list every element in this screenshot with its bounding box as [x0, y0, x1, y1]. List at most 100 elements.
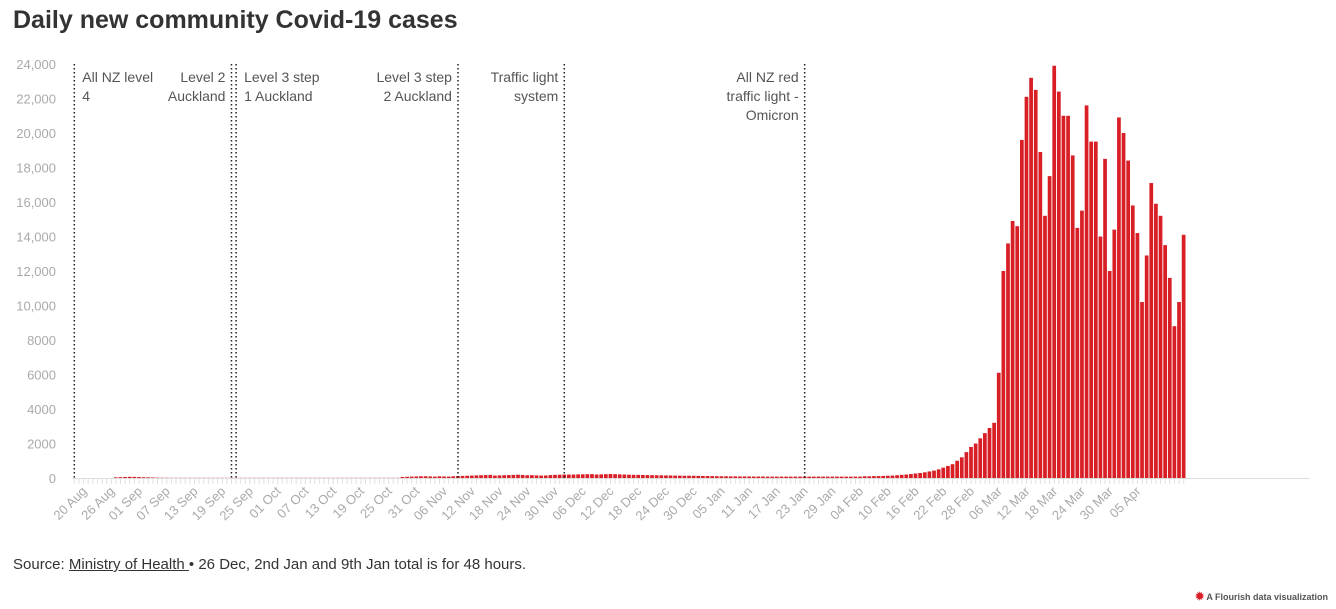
bar — [714, 476, 719, 478]
chart-title: Daily new community Covid-19 cases — [13, 6, 458, 34]
bar — [576, 474, 580, 478]
y-tick-label: 12,000 — [16, 264, 56, 279]
bar — [1024, 96, 1029, 479]
bar — [599, 474, 604, 478]
x-tick-label: 05 Apr — [1106, 483, 1144, 521]
bar — [682, 475, 687, 478]
bar — [1117, 117, 1121, 478]
event-label: Level 2 — [180, 69, 225, 85]
bar — [659, 475, 664, 478]
bar — [654, 475, 659, 478]
bar — [691, 475, 696, 478]
bar — [941, 467, 946, 478]
bar — [1130, 205, 1135, 478]
y-tick-label: 4000 — [27, 402, 56, 417]
bar — [571, 474, 576, 478]
bar — [913, 473, 918, 478]
bar — [862, 476, 867, 478]
y-tick-label: 0 — [49, 471, 56, 486]
bar — [738, 476, 742, 478]
event-label: system — [514, 88, 558, 104]
bar — [775, 476, 779, 478]
bar — [747, 476, 751, 478]
bar — [835, 476, 839, 478]
bar — [1052, 65, 1057, 478]
bar — [483, 475, 488, 478]
bar — [585, 474, 590, 478]
bar-chart: 0 2000 4000 6000 8000 10,000 12,000 14,000 16,00… — [16, 57, 1310, 523]
bar — [807, 476, 812, 478]
credit-label: A Flourish data visualization — [1206, 592, 1328, 602]
bar — [872, 476, 876, 478]
bar — [765, 476, 770, 478]
bar — [534, 475, 539, 478]
bar — [761, 476, 765, 478]
bar — [770, 476, 775, 478]
bar — [1135, 233, 1140, 478]
bar — [1006, 243, 1010, 478]
y-tick-label: 2000 — [27, 437, 56, 452]
bar — [1066, 115, 1070, 478]
bar — [955, 460, 960, 478]
bar — [123, 476, 127, 478]
y-tick-label: 16,000 — [16, 195, 56, 210]
bar — [1010, 220, 1015, 478]
event-label: 2 Auckland — [383, 88, 452, 104]
bar — [636, 474, 641, 478]
y-tick-label: 18,000 — [16, 161, 56, 176]
bar — [548, 475, 553, 478]
bar — [830, 476, 835, 478]
bar — [428, 476, 433, 478]
bar — [936, 469, 941, 478]
bar — [1075, 227, 1080, 478]
bar — [141, 477, 146, 478]
bar — [788, 476, 793, 478]
bar — [530, 475, 534, 478]
bar — [996, 372, 1001, 478]
bar — [1098, 236, 1103, 478]
bar — [511, 474, 516, 478]
bar — [978, 438, 983, 478]
bar — [1015, 226, 1020, 478]
bar — [1172, 326, 1177, 478]
y-tick-label: 20,000 — [16, 126, 56, 141]
bar — [664, 475, 668, 478]
y-tick-label: 8000 — [27, 333, 56, 348]
bar — [811, 476, 816, 478]
bar — [895, 475, 899, 478]
bar — [876, 476, 881, 478]
bar — [516, 474, 520, 478]
bar — [1154, 203, 1158, 478]
bar — [881, 475, 886, 478]
y-tick-label: 22,000 — [16, 92, 56, 107]
y-tick-label: 10,000 — [16, 299, 56, 314]
bar — [645, 475, 650, 478]
bar — [733, 476, 738, 478]
bar — [479, 475, 483, 478]
bar — [779, 476, 784, 478]
y-tick-label: 14,000 — [16, 230, 56, 245]
bar — [1029, 77, 1033, 479]
bar — [465, 475, 470, 478]
bar — [885, 475, 890, 478]
bar — [150, 477, 155, 478]
event-label: traffic light - — [727, 88, 799, 104]
bar — [419, 476, 423, 478]
bar — [946, 465, 950, 478]
bar — [566, 474, 571, 478]
bar — [405, 476, 409, 478]
source-link[interactable]: Ministry of Health — [68, 556, 189, 573]
bar — [1019, 139, 1024, 478]
bar — [432, 476, 437, 478]
bar — [1121, 133, 1126, 478]
bar — [1047, 176, 1052, 478]
bar — [784, 476, 788, 478]
bar — [798, 476, 802, 478]
bar — [724, 476, 728, 478]
bar — [1149, 183, 1154, 478]
bar — [1167, 277, 1172, 478]
y-axis: 0 2000 4000 6000 8000 10,000 12,000 14,000 16,00… — [16, 57, 56, 486]
flourish-credit[interactable]: ✹ A Flourish data visualization — [1195, 590, 1328, 603]
source-note: Source: Ministry of Health • 26 Dec, 2nd… — [13, 556, 526, 573]
bar — [437, 476, 442, 478]
